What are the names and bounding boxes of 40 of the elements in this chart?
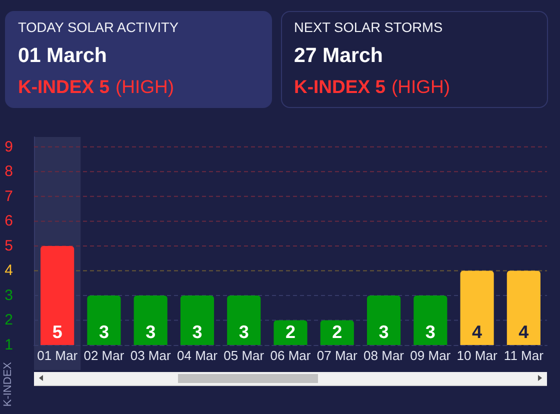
data-label: 4 [472, 322, 482, 342]
data-label: 3 [425, 322, 436, 342]
y-tick-label: 4 [4, 262, 13, 280]
x-tick-label: 09 Mar [410, 348, 452, 363]
x-tick-label: 03 Mar [130, 348, 172, 363]
y-tick-label: 6 [4, 212, 13, 230]
y-tick-label: 9 [4, 138, 13, 156]
x-tick-label: 01 Mar [37, 348, 78, 363]
text: TODAY SOLAR ACTIVITY [18, 19, 178, 37]
y-tick-label: 5 [4, 237, 13, 254]
text: 27 March [294, 44, 383, 68]
data-label: 5 [52, 322, 62, 342]
data-label: 2 [285, 322, 296, 342]
x-tick-label: 08 Mar [364, 348, 405, 363]
data-label: 3 [238, 322, 249, 342]
x-tick-label: 05 Mar [224, 348, 265, 363]
x-tick-label: 02 Mar [84, 348, 125, 363]
text: (HIGH) [116, 76, 174, 97]
data-label: 3 [192, 322, 202, 342]
y-tick-label: 1 [4, 336, 13, 354]
y-axis-title: K-INDEX [2, 362, 15, 407]
text: (HIGH) [392, 76, 450, 97]
text: NEXT SOLAR STORMS [294, 19, 443, 37]
x-tick-label: 10 Mar [456, 348, 498, 363]
data-label: 3 [98, 322, 109, 342]
data-label: 3 [378, 322, 389, 342]
x-tick-label: 04 Mar [176, 348, 218, 363]
text: K-INDEX 5 [294, 76, 386, 97]
text: K-INDEX 5 [18, 76, 110, 97]
x-tick-label: 06 Mar [270, 348, 312, 363]
data-label: 3 [146, 322, 156, 342]
y-tick-label: 3 [4, 286, 13, 304]
y-tick-label: 2 [4, 312, 13, 329]
x-tick-label: 07 Mar [316, 348, 358, 363]
y-tick-label: 8 [4, 163, 13, 180]
data-label: 2 [332, 322, 342, 342]
data-label: 4 [518, 322, 529, 342]
text: 01 March [18, 44, 107, 68]
y-tick-label: 7 [4, 188, 13, 205]
x-tick-label: 11 Mar [504, 348, 544, 363]
